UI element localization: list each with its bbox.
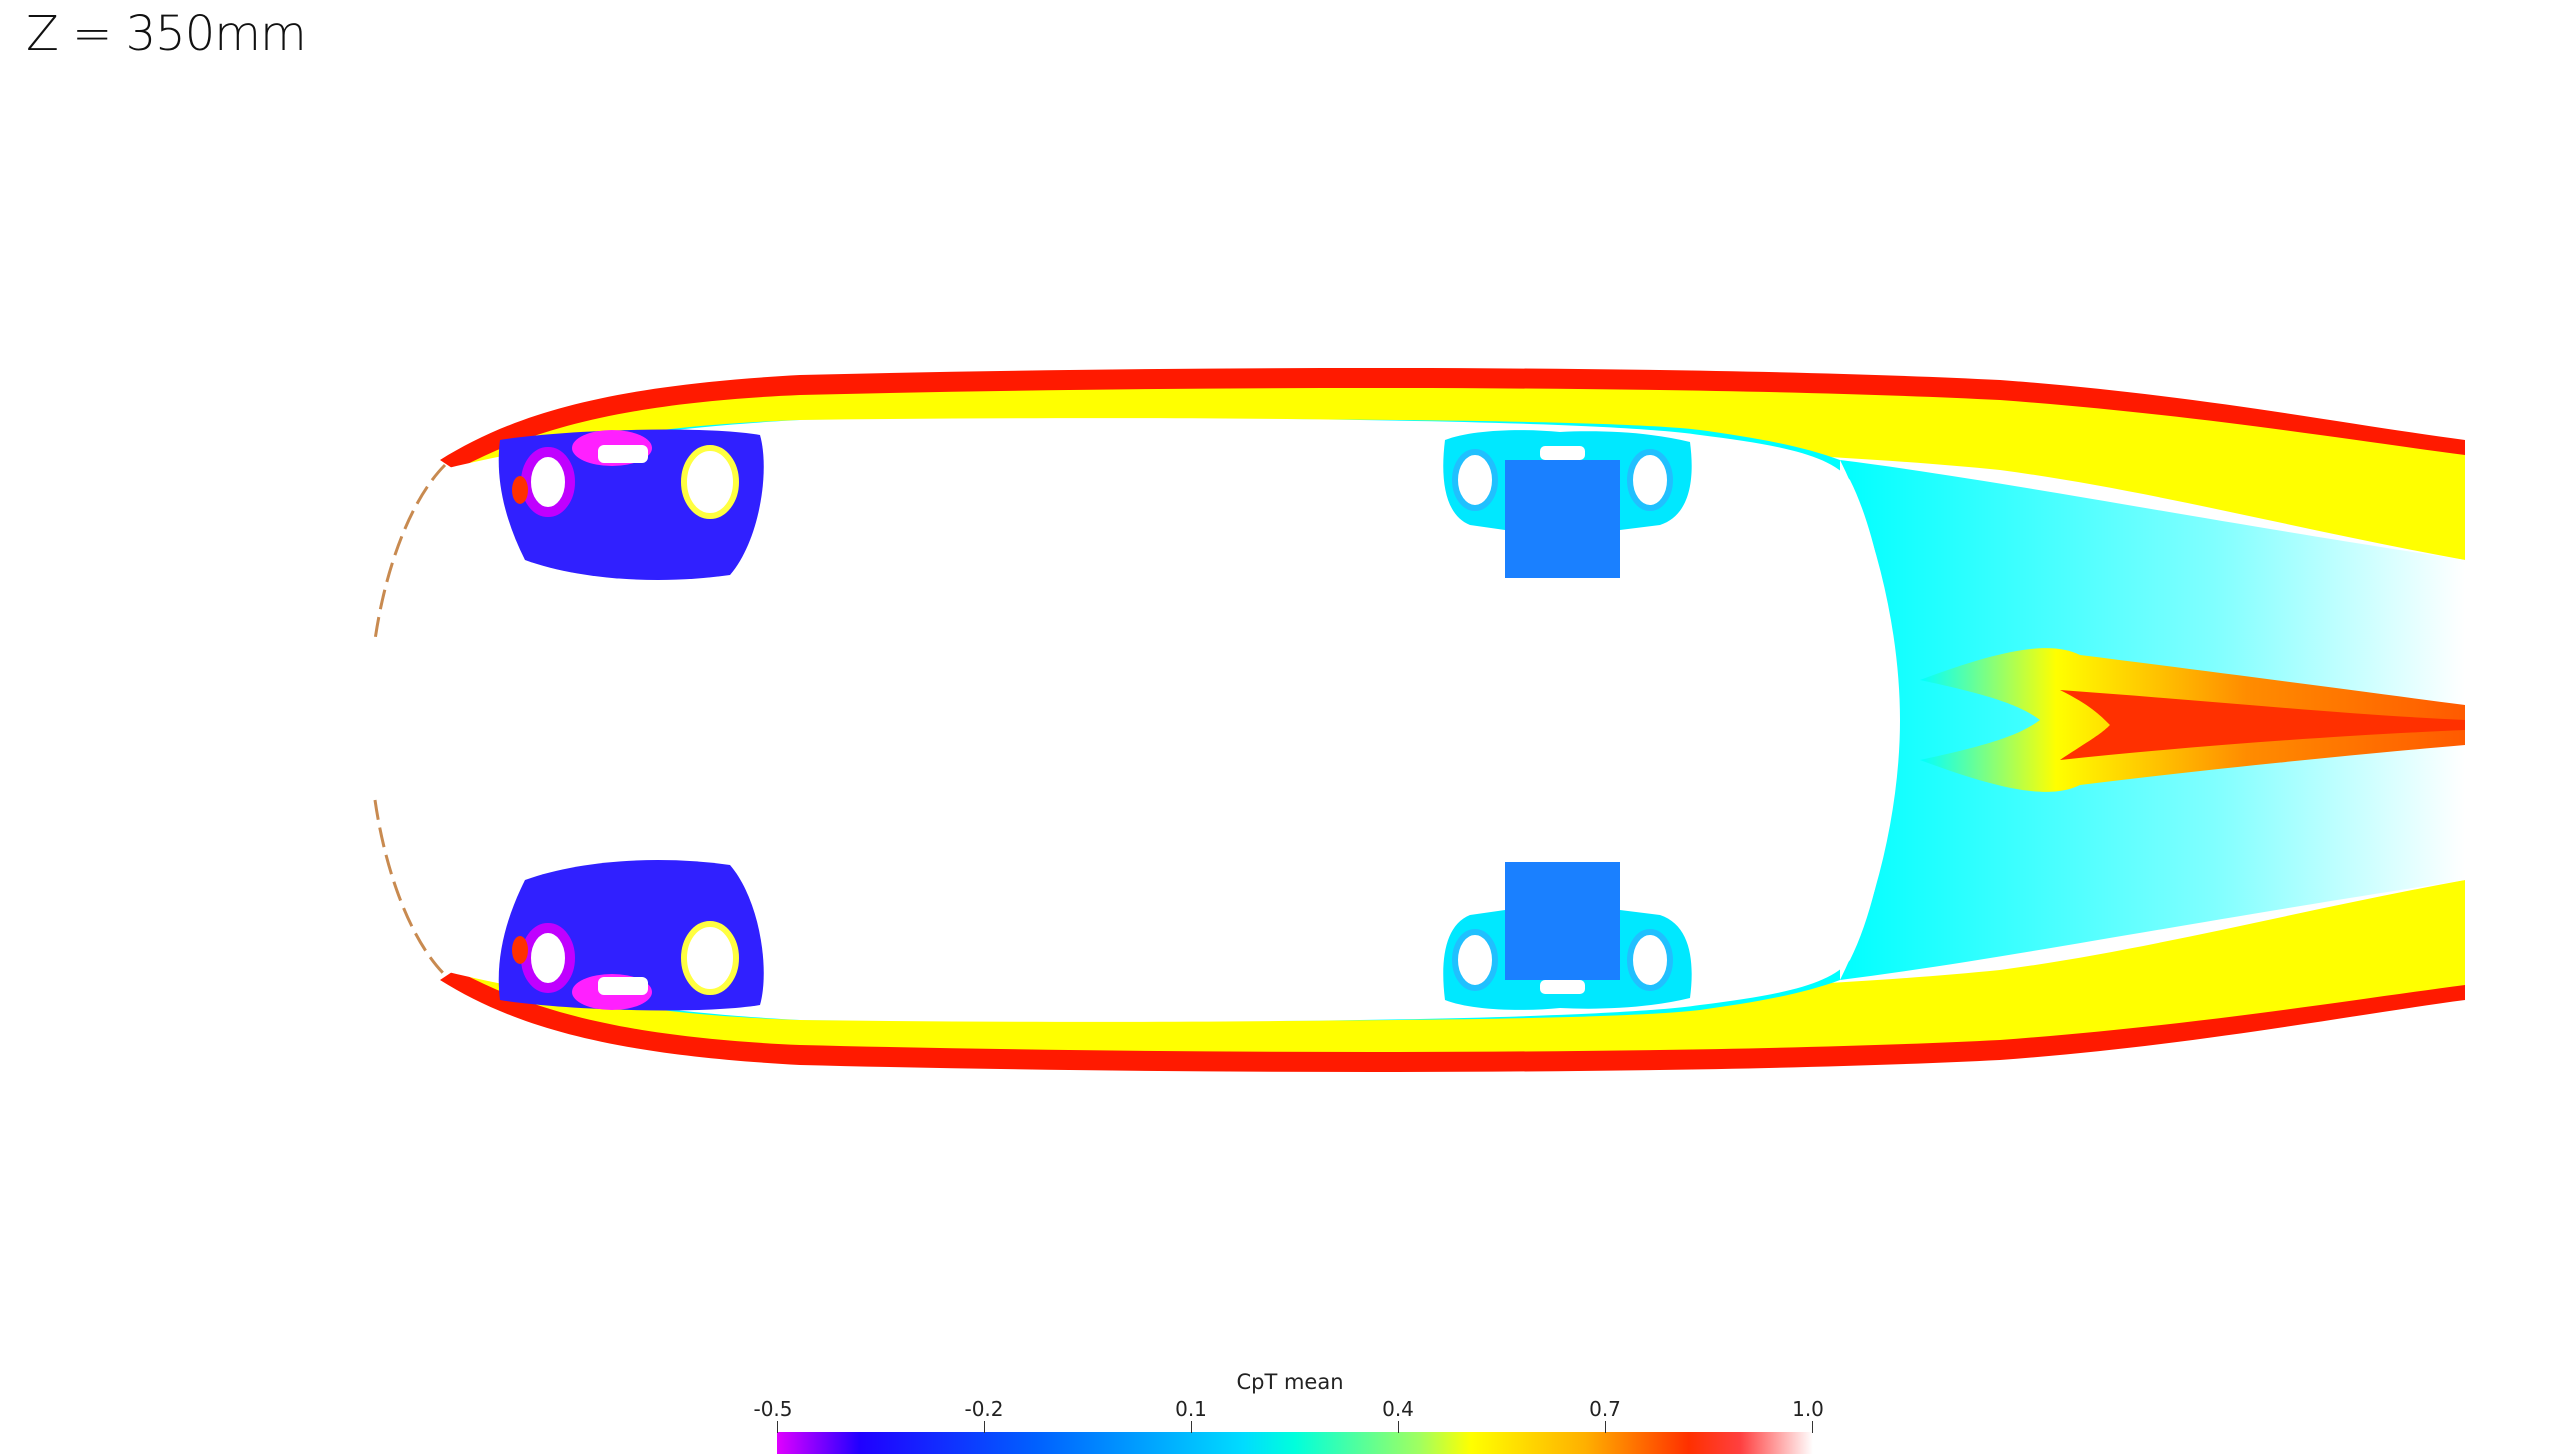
colorbar-label: -0.2 — [964, 1397, 1004, 1421]
bogie-rear-top — [1443, 430, 1692, 578]
colorbar-title: CpT mean — [1236, 1370, 1344, 1394]
colorbar-tick — [984, 1421, 985, 1433]
colorbar-label: -0.5 — [753, 1397, 793, 1421]
bogie-rear-bottom — [1443, 862, 1692, 1010]
colorbar-tick — [1605, 1421, 1606, 1433]
nose-edge — [373, 463, 447, 977]
bogie-front-bottom — [498, 860, 764, 1011]
colorbar-label: 1.0 — [1792, 1397, 1824, 1421]
bogie-front-top — [498, 429, 764, 580]
colorbar-tick — [1812, 1421, 1813, 1433]
plane-label: Z = 350mm — [26, 6, 307, 62]
colorbar-gradient — [777, 1432, 1813, 1454]
colorbar-tick — [1398, 1421, 1399, 1433]
colorbar-tick — [1191, 1421, 1192, 1433]
colorbar-label: 0.7 — [1589, 1397, 1621, 1421]
colorbar-label: 0.4 — [1382, 1397, 1414, 1421]
wake-core-inner — [2060, 690, 2465, 760]
colorbar-tick — [777, 1421, 778, 1433]
colorbar-label: 0.1 — [1175, 1397, 1207, 1421]
